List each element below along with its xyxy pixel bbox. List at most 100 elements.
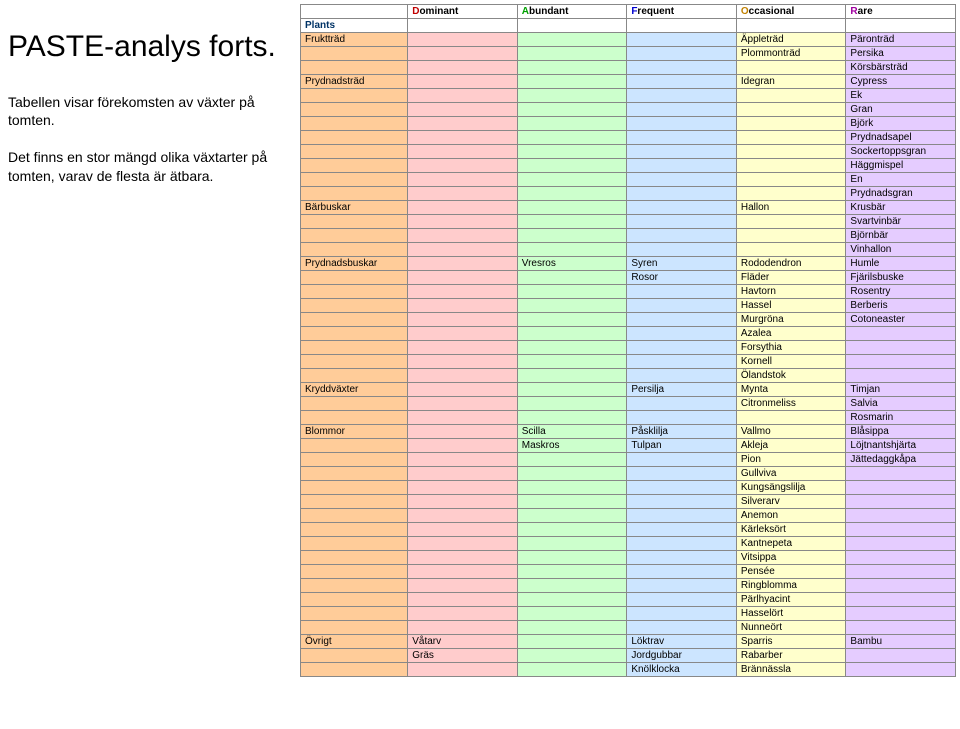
cell-abundant bbox=[517, 537, 627, 551]
table-row: Ek bbox=[301, 89, 956, 103]
cell-rare bbox=[846, 579, 956, 593]
cell-abundant bbox=[517, 649, 627, 663]
cell-frequent bbox=[627, 229, 737, 243]
cell-category: Blommor bbox=[301, 425, 408, 439]
cell-occasional: Plommonträd bbox=[736, 47, 846, 61]
cell-frequent bbox=[627, 369, 737, 383]
cell-dominant bbox=[408, 355, 518, 369]
cell-category bbox=[301, 173, 408, 187]
cell-rare: Blåsippa bbox=[846, 425, 956, 439]
cell-dominant bbox=[408, 145, 518, 159]
cell-abundant bbox=[517, 663, 627, 677]
cell-abundant bbox=[517, 299, 627, 313]
cell-frequent bbox=[627, 159, 737, 173]
cell-dominant bbox=[408, 131, 518, 145]
cell-category bbox=[301, 159, 408, 173]
cell-dominant bbox=[408, 523, 518, 537]
cell-dominant bbox=[408, 425, 518, 439]
cell-frequent bbox=[627, 285, 737, 299]
left-panel: PASTE-analys forts. Tabellen visar förek… bbox=[8, 30, 288, 204]
table-row: KnölklockaBrännässla bbox=[301, 663, 956, 677]
cell-category bbox=[301, 215, 408, 229]
cell-rare bbox=[846, 537, 956, 551]
cell-abundant: Maskros bbox=[517, 439, 627, 453]
cell-rare: Fjärilsbuske bbox=[846, 271, 956, 285]
cell-frequent bbox=[627, 397, 737, 411]
cell-dominant bbox=[408, 47, 518, 61]
table-row: Hasselört bbox=[301, 607, 956, 621]
table-row: Silverarv bbox=[301, 495, 956, 509]
cell-dominant bbox=[408, 411, 518, 425]
cell-dominant bbox=[408, 299, 518, 313]
cell-frequent bbox=[627, 523, 737, 537]
cell-dominant bbox=[408, 621, 518, 635]
group-empty bbox=[736, 19, 846, 33]
table-row: RosorFläderFjärilsbuske bbox=[301, 271, 956, 285]
table-row: Ringblomma bbox=[301, 579, 956, 593]
cell-dominant bbox=[408, 439, 518, 453]
cell-frequent bbox=[627, 481, 737, 495]
cell-abundant bbox=[517, 565, 627, 579]
cell-category bbox=[301, 327, 408, 341]
cell-frequent bbox=[627, 607, 737, 621]
cell-abundant bbox=[517, 495, 627, 509]
table-row: FruktträdÄppleträdPäronträd bbox=[301, 33, 956, 47]
cell-category bbox=[301, 411, 408, 425]
cell-abundant bbox=[517, 411, 627, 425]
cell-occasional bbox=[736, 159, 846, 173]
cell-category bbox=[301, 341, 408, 355]
table-row: HasselBerberis bbox=[301, 299, 956, 313]
table-row: Anemon bbox=[301, 509, 956, 523]
cell-occasional: Rododendron bbox=[736, 257, 846, 271]
cell-abundant bbox=[517, 341, 627, 355]
cell-dominant bbox=[408, 327, 518, 341]
cell-abundant bbox=[517, 509, 627, 523]
cell-occasional bbox=[736, 131, 846, 145]
cell-dominant bbox=[408, 397, 518, 411]
cell-occasional: Anemon bbox=[736, 509, 846, 523]
cell-dominant bbox=[408, 509, 518, 523]
cell-rare: Björnbär bbox=[846, 229, 956, 243]
cell-frequent: Påsklilja bbox=[627, 425, 737, 439]
cell-frequent: Rosor bbox=[627, 271, 737, 285]
cell-dominant bbox=[408, 257, 518, 271]
cell-dominant bbox=[408, 565, 518, 579]
cell-rare: Salvia bbox=[846, 397, 956, 411]
cell-abundant bbox=[517, 481, 627, 495]
cell-abundant bbox=[517, 201, 627, 215]
cell-category: Kryddväxter bbox=[301, 383, 408, 397]
group-empty bbox=[517, 19, 627, 33]
cell-dominant bbox=[408, 285, 518, 299]
cell-occasional: Akleja bbox=[736, 439, 846, 453]
cell-rare: Jättedaggkåpa bbox=[846, 453, 956, 467]
cell-category: Bärbuskar bbox=[301, 201, 408, 215]
col-header-occasional: Occasional bbox=[736, 5, 846, 19]
table-row: Nunneört bbox=[301, 621, 956, 635]
cell-category bbox=[301, 145, 408, 159]
cell-occasional: Kornell bbox=[736, 355, 846, 369]
cell-abundant bbox=[517, 47, 627, 61]
cell-category bbox=[301, 551, 408, 565]
cell-abundant bbox=[517, 453, 627, 467]
table-row: Ölandstok bbox=[301, 369, 956, 383]
table-row: Pärlhyacint bbox=[301, 593, 956, 607]
table-row: Sockertoppsgran bbox=[301, 145, 956, 159]
cell-frequent bbox=[627, 593, 737, 607]
cell-abundant bbox=[517, 621, 627, 635]
cell-rare: Humle bbox=[846, 257, 956, 271]
cell-frequent bbox=[627, 173, 737, 187]
cell-frequent bbox=[627, 299, 737, 313]
cell-rare: Körsbärsträd bbox=[846, 61, 956, 75]
table-row: Azalea bbox=[301, 327, 956, 341]
cell-category bbox=[301, 229, 408, 243]
cell-occasional: Kärleksört bbox=[736, 523, 846, 537]
cell-dominant bbox=[408, 369, 518, 383]
cell-category bbox=[301, 649, 408, 663]
cell-occasional: Brännässla bbox=[736, 663, 846, 677]
table-header-row: DominantAbundantFrequentOccasionalRare bbox=[301, 5, 956, 19]
cell-occasional bbox=[736, 411, 846, 425]
group-empty bbox=[408, 19, 518, 33]
cell-dominant bbox=[408, 313, 518, 327]
cell-dominant bbox=[408, 117, 518, 131]
table-row: MurgrönaCotoneaster bbox=[301, 313, 956, 327]
